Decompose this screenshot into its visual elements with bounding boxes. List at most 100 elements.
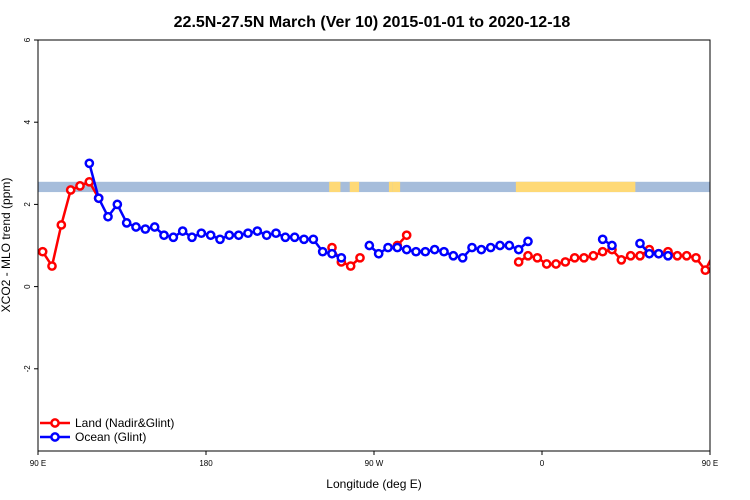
data-point [730,221,737,228]
band-land-segment [515,181,636,193]
data-point [663,250,673,261]
data-point [597,234,608,245]
data-point [551,259,561,269]
data-point [299,234,309,245]
band-land-segment [349,181,360,193]
data-point [607,240,617,251]
data-point [644,248,655,259]
data-point [429,244,440,255]
chart-title: 22.5N-27.5N March (Ver 10) 2015-01-01 to… [174,14,571,31]
data-point [532,252,543,263]
y-axis: -2 0 2 4 6 [23,37,38,372]
data-point [205,230,216,241]
data-point [84,176,95,187]
data-point [38,246,48,257]
data-point [709,250,710,253]
data-point [411,246,421,257]
y-axis-label: XCO2 - MLO trend (ppm) [0,178,13,313]
data-point [720,262,727,269]
data-point [504,240,515,251]
data-point [271,228,281,239]
data-point [513,244,524,255]
data-point [47,261,57,271]
band-ocean [38,181,710,193]
data-point [289,232,300,243]
data-point [513,257,524,267]
data-point [252,226,263,236]
data-point [103,211,113,222]
band-land-segment [329,181,341,193]
x-tick-label: 90 W [365,459,384,468]
legend-marker [50,418,60,428]
x-tick-label: 90 E [30,459,46,468]
data-point [485,242,496,253]
data-point [140,224,151,234]
legend-label: Land (Nadir&Glint) [75,416,174,430]
data-point [355,252,365,263]
data-point [420,246,431,257]
data-point [327,248,337,259]
data-point [177,226,188,236]
data-point [560,257,571,267]
data-point [739,186,746,193]
data-point [187,232,197,243]
data-point [457,252,468,263]
data-point [635,250,645,261]
data-point [597,246,608,257]
data-point [56,220,67,230]
data-point [616,255,627,265]
data-point [233,230,244,241]
data-point [401,244,412,255]
data-point [439,246,449,257]
band-land-segment [392,181,401,193]
data-point [495,240,505,251]
data-point [75,181,85,191]
data-point [579,252,589,263]
data-point [121,218,132,228]
data-point [215,234,225,245]
data-point [672,250,683,261]
data-point [635,238,645,249]
data-point [131,222,141,232]
data-point [401,230,412,241]
data-point [523,236,533,247]
data-point [345,261,356,271]
series-ocean [84,158,673,263]
data-point [159,230,169,241]
data-point [383,242,393,253]
x-tick-label: 180 [199,459,213,468]
legend-marker [50,432,60,442]
data-point [168,232,179,243]
ocean-land-band [38,181,710,193]
data-point [691,252,701,263]
x-tick-label: 0 [540,459,545,468]
y-tick-label: 0 [23,284,32,289]
y-tick-label: -2 [23,365,32,373]
data-point [476,244,487,255]
y-tick-label: 6 [23,37,32,42]
data-point [336,252,347,263]
data-point [700,265,710,276]
data-point [149,222,160,232]
series-group [38,158,746,276]
legend-item-land: Land (Nadir&Glint) [40,416,174,430]
y-tick-label: 4 [23,119,32,124]
data-point [569,252,580,263]
data-point [93,193,104,204]
data-point [541,259,552,269]
y-tick-label: 2 [23,202,32,207]
band-land-segment [388,181,393,193]
data-point [317,246,328,257]
data-point [625,250,636,261]
x-tick-label: 90 E [702,459,718,468]
data-point [308,234,319,245]
legend-label: Ocean (Glint) [75,430,146,444]
data-point [243,228,253,239]
x-axis-label: Longitude (deg E) [326,477,421,491]
legend: Land (Nadir&Glint)Ocean (Glint) [40,416,174,444]
data-point [196,228,207,239]
data-point [112,199,123,210]
data-point [84,158,95,169]
x-axis: 90 E 180 90 W 0 90 E [30,451,718,468]
